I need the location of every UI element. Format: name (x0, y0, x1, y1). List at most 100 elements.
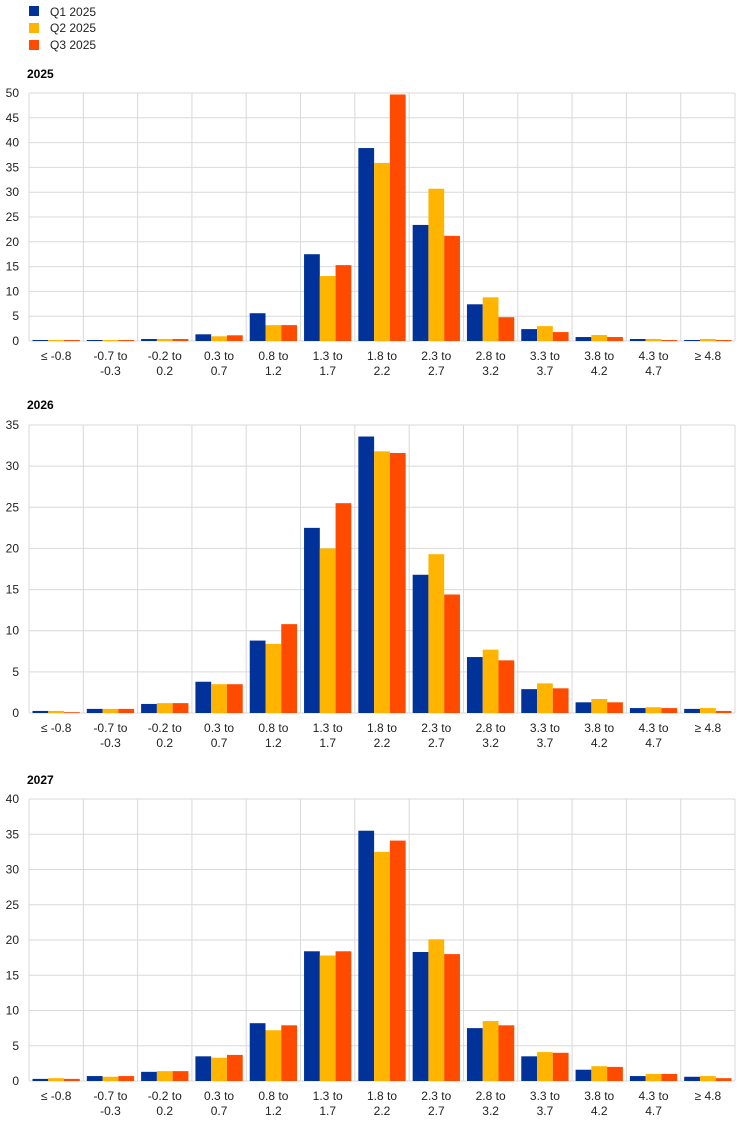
bar-q3-2025-0 (64, 340, 80, 341)
x-tick-label: 3.8 to 4.2 (584, 1089, 614, 1118)
x-tick-label: 1.8 to 2.2 (367, 349, 397, 378)
bar-q1-2025-8 (466, 304, 483, 341)
legend-label-q2: Q2 2025 (50, 21, 96, 35)
bar-q3-2025-4 (281, 624, 298, 713)
y-tick-label: 10 (6, 1004, 20, 1018)
bar-q3-2025-6 (389, 840, 406, 1081)
bar-q2-2025-4 (265, 643, 282, 713)
x-tick-label: 2.3 to 2.7 (421, 349, 451, 378)
y-tick-label: 30 (6, 459, 20, 473)
x-tick-label: ≤ -0.8 (41, 349, 72, 363)
bar-q2-2025-10 (591, 1066, 608, 1081)
y-tick-label: 35 (6, 827, 20, 841)
bar-q2-2025-8 (482, 649, 499, 713)
bar-q2-2025-6 (374, 451, 390, 713)
bar-q3-2025-3 (226, 1054, 243, 1081)
y-tick-label: 20 (6, 541, 20, 555)
y-tick-label: 15 (6, 260, 20, 274)
y-tick-label: 50 (6, 86, 20, 100)
bar-q1-2025-10 (575, 702, 592, 713)
y-tick-label: 45 (6, 111, 20, 125)
bar-q3-2025-4 (281, 325, 298, 341)
x-tick-label: 2.8 to 3.2 (476, 721, 506, 750)
x-tick-label: 4.3 to 4.7 (639, 349, 669, 378)
y-tick-label: 25 (6, 500, 20, 514)
bar-q3-2025-7 (444, 235, 460, 341)
bar-q3-2025-10 (607, 1066, 623, 1081)
x-tick-label: -0.7 to -0.3 (93, 1089, 127, 1118)
bar-q1-2025-11 (629, 1076, 646, 1081)
bar-q1-2025-12 (684, 708, 700, 713)
bar-q2-2025-0 (48, 340, 65, 341)
bar-q1-2025-6 (358, 148, 375, 341)
bar-q3-2025-0 (64, 712, 80, 713)
y-tick-label: 10 (6, 624, 20, 638)
bar-q1-2025-4 (249, 640, 266, 713)
bar-q1-2025-8 (466, 657, 483, 713)
x-tick-label: 0.3 to 0.7 (204, 721, 234, 750)
bar-q2-2025-7 (428, 554, 445, 713)
bar-q3-2025-4 (281, 1025, 298, 1081)
y-tick-label: 10 (6, 284, 20, 298)
bar-q3-2025-5 (335, 265, 352, 341)
x-tick-label: 3.3 to 3.7 (530, 1089, 560, 1118)
bar-q2-2025-8 (482, 1021, 499, 1081)
panel-2025: 0 5 10 15 20 25 30 35 40 45 50 ≤ -0.8 -0.7 to -0.3 -0.… (6, 86, 736, 378)
y-tick-label: 20 (6, 235, 20, 249)
bar-q2-2025-5 (319, 955, 336, 1081)
bar-q1-2025-5 (304, 951, 320, 1081)
y-tick-label: 5 (12, 665, 19, 679)
bar-q3-2025-8 (498, 660, 515, 713)
bar-q2-2025-4 (265, 325, 282, 341)
bar-q3-2025-3 (226, 684, 243, 713)
x-tick-label: 4.3 to 4.7 (639, 1089, 669, 1118)
bar-q2-2025-0 (48, 710, 65, 713)
bar-q2-2025-3 (211, 336, 227, 341)
bar-q1-2025-10 (575, 337, 592, 341)
bar-q2-2025-11 (645, 1073, 662, 1081)
bar-q1-2025-0 (32, 340, 49, 341)
bar-q2-2025-12 (699, 708, 716, 713)
y-tick-label: 35 (6, 418, 20, 432)
x-tick-label: 1.8 to 2.2 (367, 721, 397, 750)
legend-label-q1: Q1 2025 (50, 5, 96, 19)
x-tick-label: 1.3 to 1.7 (313, 1089, 343, 1118)
bar-q1-2025-1 (86, 708, 103, 713)
bar-q3-2025-1 (118, 708, 135, 713)
x-tick-label: 1.8 to 2.2 (367, 1089, 397, 1118)
bar-q1-2025-2 (141, 703, 157, 713)
bar-q1-2025-5 (304, 254, 320, 341)
bar-q1-2025-12 (684, 340, 700, 341)
bar-q1-2025-0 (32, 1078, 49, 1081)
legend-swatch-q1 (29, 6, 39, 16)
legend-swatch-q3 (29, 40, 39, 50)
x-tick-label: ≥ 4.8 (695, 349, 722, 363)
bar-q2-2025-3 (211, 684, 227, 713)
bar-q3-2025-11 (661, 340, 678, 341)
x-tick-label: 0.8 to 1.2 (258, 1089, 288, 1118)
y-tick-label: 15 (6, 968, 20, 982)
bar-q2-2025-1 (102, 1076, 119, 1081)
x-tick-label: 0.3 to 0.7 (204, 349, 234, 378)
bar-q1-2025-0 (32, 710, 49, 713)
bar-q1-2025-3 (195, 1056, 212, 1081)
bar-q3-2025-5 (335, 951, 352, 1081)
bar-q1-2025-7 (412, 224, 429, 341)
bar-q1-2025-5 (304, 527, 320, 713)
bar-q2-2025-12 (699, 339, 716, 341)
bar-q3-2025-7 (444, 954, 460, 1081)
bar-q1-2025-12 (684, 1076, 700, 1081)
y-tick-label: 20 (6, 933, 20, 947)
bar-q3-2025-11 (661, 1073, 678, 1081)
bar-q2-2025-8 (482, 297, 499, 341)
bar-q3-2025-5 (335, 503, 352, 713)
legend-swatch-q2 (29, 23, 39, 33)
y-tick-label: 0 (12, 1074, 19, 1088)
bar-q3-2025-2 (172, 339, 189, 341)
y-tick-label: 15 (6, 583, 20, 597)
y-tick-label: 40 (6, 792, 20, 806)
panel-title-2025: 2025 (27, 67, 54, 81)
bar-q1-2025-3 (195, 681, 212, 713)
x-tick-label: 0.3 to 0.7 (204, 1089, 234, 1118)
bar-q3-2025-9 (552, 1052, 569, 1081)
